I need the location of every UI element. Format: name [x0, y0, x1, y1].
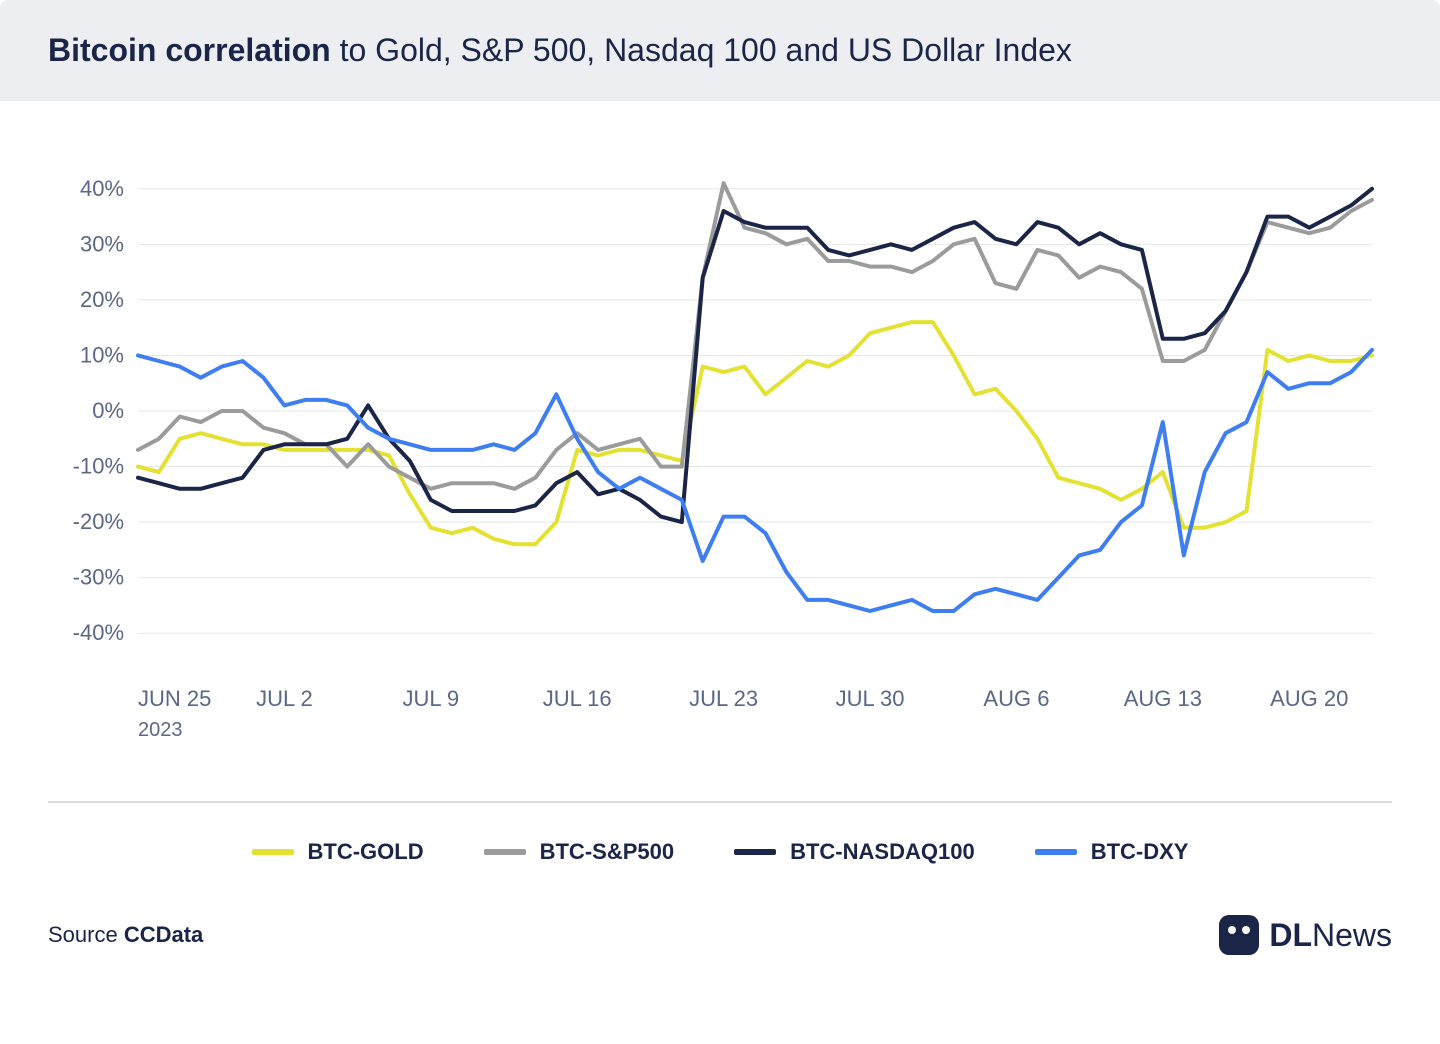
legend: BTC-GOLD BTC-S&P500 BTC-NASDAQ100 BTC-DXY: [0, 803, 1440, 895]
legend-swatch: [1035, 849, 1077, 855]
svg-text:AUG 20: AUG 20: [1270, 686, 1348, 711]
legend-item: BTC-NASDAQ100: [734, 839, 975, 865]
chart-area: -40% -30% -20% -10% 0% 10% 20% 30% 40% JUN 25 2023…: [0, 101, 1440, 781]
svg-text:40%: 40%: [80, 176, 124, 201]
brand-logo: DLNews: [1219, 915, 1392, 955]
series-BTC-DXY: [138, 350, 1372, 611]
svg-text:0%: 0%: [92, 398, 124, 423]
svg-text:-20%: -20%: [73, 509, 124, 534]
legend-item: BTC-DXY: [1035, 839, 1189, 865]
svg-text:-10%: -10%: [73, 454, 124, 479]
svg-text:30%: 30%: [80, 231, 124, 256]
svg-text:AUG 6: AUG 6: [983, 686, 1049, 711]
brand-icon: [1219, 915, 1259, 955]
line-chart: -40% -30% -20% -10% 0% 10% 20% 30% 40% JUN 25 2023…: [48, 151, 1392, 751]
title-bold: Bitcoin correlation: [48, 32, 331, 68]
svg-text:AUG 13: AUG 13: [1124, 686, 1202, 711]
legend-label: BTC-DXY: [1091, 839, 1189, 865]
source-label: Source: [48, 922, 124, 947]
chart-title: Bitcoin correlation to Gold, S&P 500, Na…: [48, 32, 1392, 69]
chart-header: Bitcoin correlation to Gold, S&P 500, Na…: [0, 0, 1440, 101]
legend-item: BTC-GOLD: [252, 839, 424, 865]
svg-text:JUL 30: JUL 30: [836, 686, 905, 711]
legend-label: BTC-NASDAQ100: [790, 839, 975, 865]
footer: Source CCData DLNews: [0, 895, 1440, 985]
legend-label: BTC-S&P500: [540, 839, 674, 865]
brand-light: News: [1312, 917, 1392, 953]
source-attribution: Source CCData: [48, 922, 203, 948]
svg-text:-40%: -40%: [73, 620, 124, 645]
svg-text:JUL 16: JUL 16: [543, 686, 612, 711]
svg-text:2023: 2023: [138, 719, 183, 741]
svg-text:-30%: -30%: [73, 565, 124, 590]
svg-text:20%: 20%: [80, 287, 124, 312]
svg-text:JUL 2: JUL 2: [256, 686, 313, 711]
legend-swatch: [734, 849, 776, 855]
source-name: CCData: [124, 922, 203, 947]
brand-bold: DL: [1269, 917, 1312, 953]
svg-text:JUN 25: JUN 25: [138, 686, 211, 711]
svg-text:JUL 9: JUL 9: [402, 686, 459, 711]
svg-text:10%: 10%: [80, 342, 124, 367]
legend-item: BTC-S&P500: [484, 839, 674, 865]
legend-label: BTC-GOLD: [308, 839, 424, 865]
legend-swatch: [484, 849, 526, 855]
legend-swatch: [252, 849, 294, 855]
title-rest: to Gold, S&P 500, Nasdaq 100 and US Doll…: [331, 32, 1072, 68]
svg-text:JUL 23: JUL 23: [689, 686, 758, 711]
